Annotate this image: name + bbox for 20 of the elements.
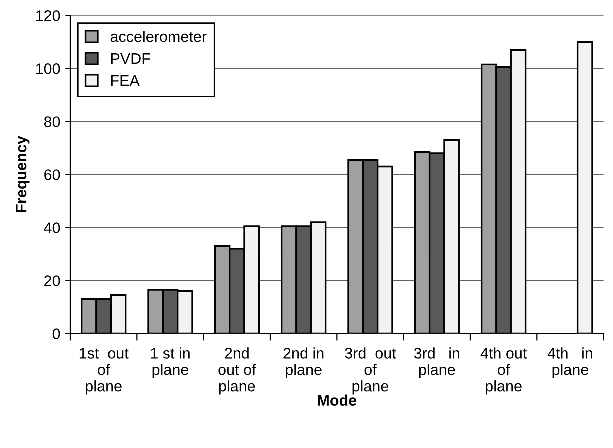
x-tick-label: 1 st in plane xyxy=(151,348,190,378)
x-tick-label: 4th out of plane xyxy=(480,348,528,395)
y-axis-title: Frequency xyxy=(16,136,30,212)
x-axis-title: Mode xyxy=(318,394,357,406)
legend-label: FEA xyxy=(111,76,140,86)
legend-label: PVDF xyxy=(111,54,150,64)
x-tick-label: 4th in plane xyxy=(548,348,592,378)
x-tick-label: 2nd out of plane xyxy=(218,348,256,395)
x-tick-label: 3rd in plane xyxy=(414,348,460,378)
y-tick-label: 80 xyxy=(44,116,60,128)
y-tick-label: 0 xyxy=(52,328,60,340)
y-tick-label: 60 xyxy=(44,170,60,180)
legend-label: accelerometer xyxy=(110,31,207,42)
y-tick-label: 120 xyxy=(36,10,60,22)
x-tick-label: 3rd out of plane xyxy=(345,348,396,395)
x-tick-label: 2nd in plane xyxy=(284,348,324,378)
y-tick-label: 40 xyxy=(44,222,60,234)
y-tick-label: 100 xyxy=(36,64,60,74)
x-tick-label: 1st out of plane xyxy=(80,348,129,395)
y-tick-label: 20 xyxy=(44,276,60,286)
